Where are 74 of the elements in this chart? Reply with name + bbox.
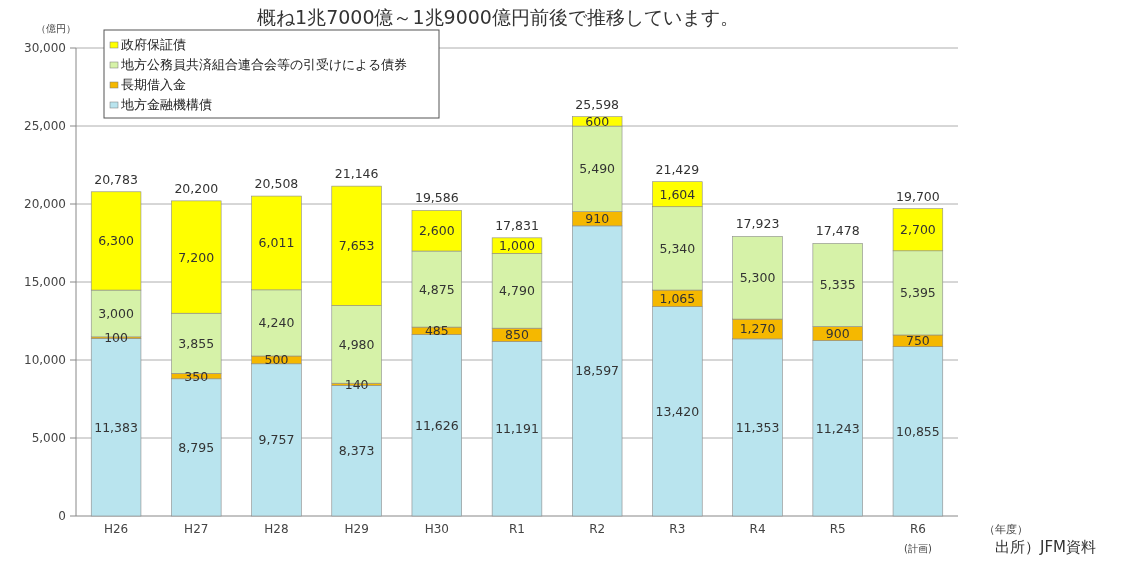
data-label: 6,300 [98,233,135,249]
data-label: 750 [905,333,930,349]
data-label: 5,490 [579,161,616,177]
x-tick-label: R1 [509,522,525,536]
x-axis-title: （年度） [984,523,1028,536]
data-label: 11,191 [495,421,539,437]
total-label: 21,146 [334,166,379,182]
data-label: 18,597 [575,363,620,379]
total-label: 17,923 [735,216,780,232]
data-label: 1,000 [499,238,535,254]
data-label: 11,243 [815,420,860,436]
data-label: 3,000 [98,305,135,321]
total-label: 17,478 [815,223,860,239]
data-label: 6,011 [258,235,295,251]
x-tick-label: R5 [829,522,846,536]
data-label: 11,383 [94,419,138,435]
data-label: 5,300 [739,270,776,286]
y-tick-label: 0 [58,509,66,523]
data-label: 13,420 [655,403,700,419]
data-label: 2,700 [900,222,936,238]
x-tick-label: H28 [264,522,289,536]
legend-label: 政府保証債 [121,37,186,52]
data-label: 3,855 [178,335,215,351]
x-tick-label: R4 [749,522,766,536]
legend-label: 地方公務員共済組合連合会等の引受けによる債券 [120,57,407,72]
total-label: 20,783 [94,171,138,187]
x-tick-label: R3 [669,522,686,536]
data-label: 5,335 [819,277,856,293]
data-label: 1,604 [659,186,696,202]
data-label: 11,626 [414,417,459,433]
data-label: 1,065 [659,290,696,306]
data-label: 900 [825,326,850,342]
data-label: 10,855 [896,423,940,439]
data-label: 5,340 [659,240,696,256]
data-label: 4,980 [338,336,375,352]
total-label: 21,429 [655,161,700,177]
data-label: 910 [585,211,610,227]
data-label: 8,373 [338,443,375,459]
chart-title: 概ね1兆7000億～1兆9000億円前後で推移しています。 [257,6,739,28]
y-tick-label: 10,000 [24,353,66,367]
data-label: 850 [505,327,529,343]
y-tick-label: 25,000 [24,119,66,133]
data-label: 500 [264,352,289,368]
y-axis-title: （億円） [36,23,76,34]
x-tick-label: H26 [103,522,129,536]
y-tick-label: 30,000 [24,41,66,55]
x-tick-label: H27 [184,522,209,536]
x-tick-label: H29 [344,522,369,536]
x-tick-label: R2 [589,522,606,536]
legend-label: 長期借入金 [121,77,186,92]
data-label: 8,795 [178,439,215,455]
total-label: 19,586 [414,190,459,206]
y-tick-label: 15,000 [24,275,66,289]
data-label: 9,757 [258,432,295,448]
total-label: 20,508 [254,176,299,192]
data-label: 4,790 [499,283,535,299]
data-label: 2,600 [418,223,455,239]
data-label: 7,200 [178,249,215,265]
data-label: 11,353 [735,419,780,435]
text: 出所）JFM資料 [995,538,1096,556]
data-label: 7,653 [338,238,375,254]
data-label: 600 [585,113,610,129]
data-label: 4,240 [258,315,295,331]
y-tick-label: 20,000 [24,197,66,211]
y-tick-label: 5,000 [31,431,66,445]
data-label: 5,395 [900,285,936,301]
total-label: 19,700 [896,188,940,204]
total-label: 17,831 [495,217,539,233]
x-tick-label: H30 [424,522,449,536]
data-label: 1,270 [739,321,776,337]
data-label: 4,875 [418,281,455,297]
total-label: 20,200 [174,180,219,196]
total-label: 25,598 [575,96,620,112]
legend-label: 地方金融機構債 [120,97,212,112]
